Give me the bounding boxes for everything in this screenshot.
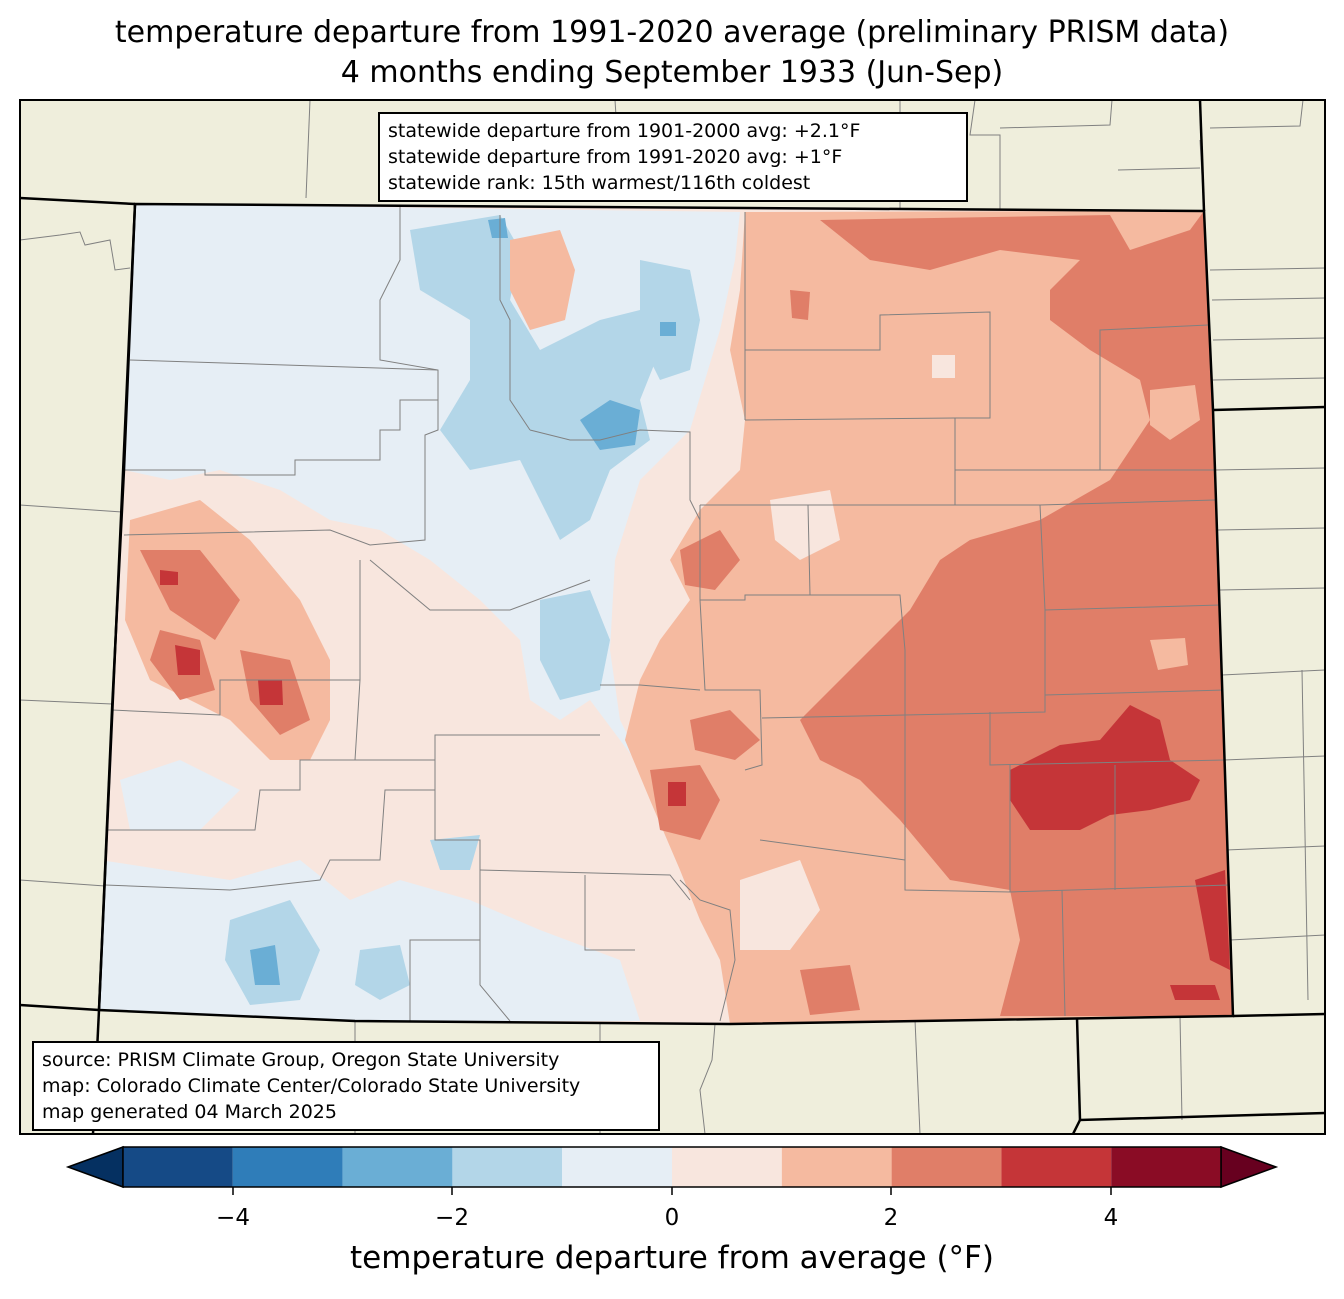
colorbar-label: temperature departure from average (°F) <box>350 1240 994 1276</box>
map-frame <box>19 99 1326 1135</box>
colorbar-tick-label: 2 <box>883 1205 899 1231</box>
stats-line-1901-2000: statewide departure from 1901-2000 avg: … <box>388 120 861 142</box>
colorbar-cell <box>342 1147 453 1187</box>
colorbar-cell <box>232 1147 343 1187</box>
colorbar-cell <box>562 1147 672 1187</box>
colorbar-over-arrow <box>1220 1145 1279 1189</box>
colorbar-cell <box>781 1147 892 1187</box>
colorbar-cell <box>452 1147 563 1187</box>
colorbar-cell <box>672 1147 782 1187</box>
stats-line-1991-2020: statewide departure from 1991-2020 avg: … <box>388 146 843 168</box>
generated-date-line: map generated 04 March 2025 <box>42 1101 337 1123</box>
colorbar-tick-label: 4 <box>1103 1205 1119 1231</box>
stats-line-rank: statewide rank: 15th warmest/116th colde… <box>388 172 811 194</box>
colorbar-cell <box>123 1147 233 1187</box>
colorbar-cell <box>891 1147 1002 1187</box>
colorbar-cell <box>1111 1147 1221 1187</box>
source-line: source: PRISM Climate Group, Oregon Stat… <box>42 1049 560 1071</box>
county-lines <box>104 204 1231 1022</box>
colorbar-under-arrow <box>65 1145 124 1189</box>
colorbar-tick-label: 0 <box>664 1205 680 1231</box>
colorbar-tick-label: −2 <box>435 1205 469 1231</box>
source-credits-box: source: PRISM Climate Group, Oregon Stat… <box>32 1041 660 1131</box>
map-title-line1: temperature departure from 1991-2020 ave… <box>114 15 1230 50</box>
statewide-stats-box: statewide departure from 1901-2000 avg: … <box>378 112 968 202</box>
colorbar <box>65 1145 1279 1195</box>
colorbar-cell <box>1001 1147 1112 1187</box>
map-title-line2: 4 months ending September 1933 (Jun-Sep) <box>340 55 1004 90</box>
state-borders <box>19 99 1326 1135</box>
colorbar-tick-label: −4 <box>216 1205 250 1231</box>
temperature-field <box>99 204 1233 1024</box>
map-credit-line: map: Colorado Climate Center/Colorado St… <box>42 1075 581 1097</box>
